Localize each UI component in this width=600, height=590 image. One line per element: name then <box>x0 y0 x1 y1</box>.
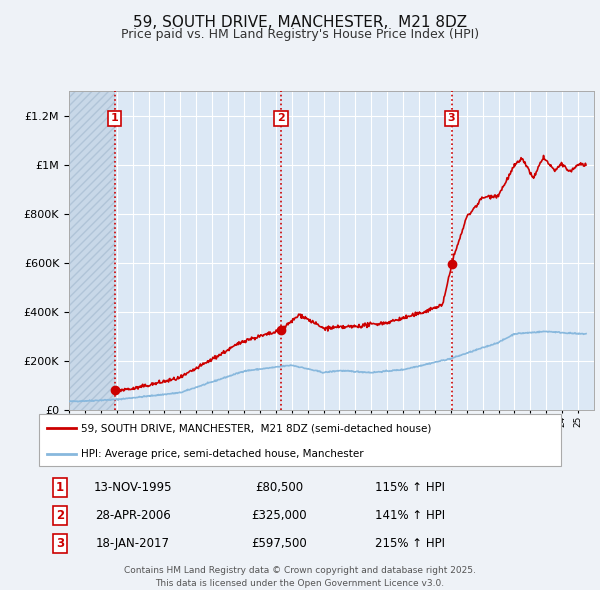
Text: Contains HM Land Registry data © Crown copyright and database right 2025.
This d: Contains HM Land Registry data © Crown c… <box>124 566 476 588</box>
Text: £325,000: £325,000 <box>251 509 307 522</box>
Text: 1: 1 <box>111 113 119 123</box>
Text: 3: 3 <box>56 537 64 550</box>
Text: HPI: Average price, semi-detached house, Manchester: HPI: Average price, semi-detached house,… <box>81 449 364 459</box>
Bar <box>69 91 115 410</box>
Text: 2: 2 <box>56 509 64 522</box>
Text: 13-NOV-1995: 13-NOV-1995 <box>94 481 172 494</box>
Text: 215% ↑ HPI: 215% ↑ HPI <box>374 537 445 550</box>
Text: 3: 3 <box>448 113 455 123</box>
Text: 141% ↑ HPI: 141% ↑ HPI <box>374 509 445 522</box>
Text: 59, SOUTH DRIVE, MANCHESTER,  M21 8DZ (semi-detached house): 59, SOUTH DRIVE, MANCHESTER, M21 8DZ (se… <box>81 423 431 433</box>
Text: 1: 1 <box>56 481 64 494</box>
Text: 59, SOUTH DRIVE, MANCHESTER,  M21 8DZ: 59, SOUTH DRIVE, MANCHESTER, M21 8DZ <box>133 15 467 30</box>
Text: 28-APR-2006: 28-APR-2006 <box>95 509 171 522</box>
Text: £80,500: £80,500 <box>255 481 303 494</box>
Text: 18-JAN-2017: 18-JAN-2017 <box>96 537 170 550</box>
Text: Price paid vs. HM Land Registry's House Price Index (HPI): Price paid vs. HM Land Registry's House … <box>121 28 479 41</box>
Text: 115% ↑ HPI: 115% ↑ HPI <box>374 481 445 494</box>
Text: 2: 2 <box>277 113 285 123</box>
Text: £597,500: £597,500 <box>251 537 307 550</box>
